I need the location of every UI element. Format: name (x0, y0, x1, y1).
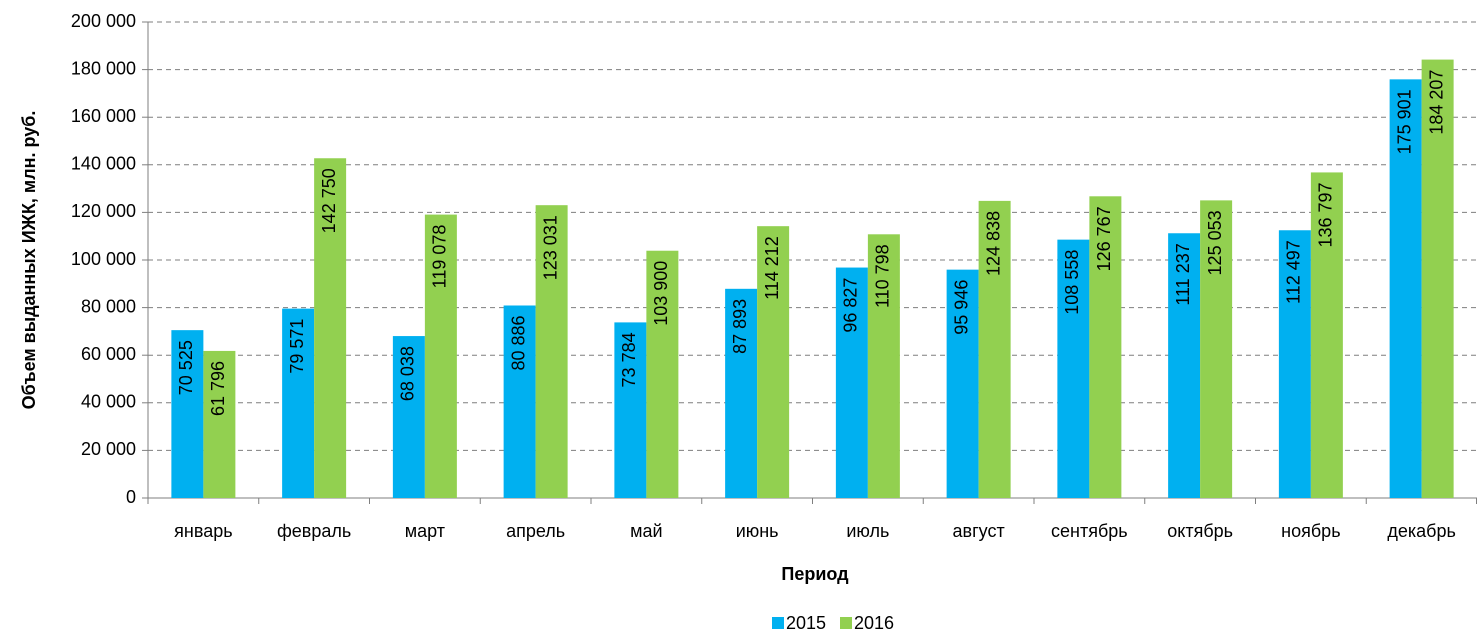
y-tick-label: 160 000 (71, 106, 136, 126)
y-axis-label: Объем выданных ИЖК, млн. руб. (19, 111, 39, 410)
value-label: 80 886 (508, 315, 528, 370)
value-label: 112 497 (1284, 240, 1304, 304)
bar (314, 158, 347, 498)
x-tick-label: август (953, 521, 1005, 541)
value-label: 108 558 (1062, 250, 1082, 315)
value-label: 79 571 (287, 319, 307, 374)
bar (725, 288, 758, 498)
bar (392, 336, 425, 498)
x-tick-label: январь (174, 521, 232, 541)
bar (646, 250, 679, 498)
value-label: 136 797 (1316, 182, 1336, 247)
x-tick-label: июль (846, 521, 889, 541)
bar (503, 305, 536, 498)
value-label: 110 798 (873, 244, 893, 308)
value-label: 125 053 (1205, 210, 1225, 275)
bar (1168, 233, 1201, 499)
x-tick-label: декабрь (1387, 521, 1456, 541)
y-tick-label: 20 000 (81, 439, 136, 459)
bar (1089, 196, 1122, 498)
bar (171, 330, 204, 498)
value-label: 61 796 (208, 361, 228, 416)
bar (1389, 79, 1422, 498)
value-label: 184 207 (1426, 70, 1446, 135)
value-label: 96 827 (841, 278, 861, 333)
bar (614, 322, 647, 498)
value-label: 142 750 (319, 168, 339, 233)
bar (867, 234, 900, 498)
x-tick-label: март (405, 521, 445, 541)
y-tick-label: 200 000 (71, 11, 136, 31)
legend-label: 2016 (854, 613, 894, 633)
legend-swatch (772, 617, 784, 629)
legend-swatch (840, 617, 852, 629)
bar (1200, 200, 1233, 499)
bar (1421, 59, 1454, 498)
bar (203, 350, 236, 498)
value-label: 111 237 (1173, 243, 1193, 305)
value-label: 119 078 (430, 225, 450, 289)
value-label: 124 838 (983, 211, 1003, 276)
x-tick-label: февраль (277, 521, 351, 541)
value-label: 175 901 (1394, 89, 1414, 154)
y-tick-label: 140 000 (71, 154, 136, 174)
x-axis-label: Период (781, 564, 849, 584)
value-label: 126 767 (1094, 206, 1114, 271)
y-tick-label: 80 000 (81, 296, 136, 316)
y-tick-label: 60 000 (81, 344, 136, 364)
x-tick-label: сентябрь (1051, 521, 1128, 541)
y-tick-label: 180 000 (71, 58, 136, 78)
y-tick-label: 40 000 (81, 392, 136, 412)
y-tick-label: 0 (126, 487, 136, 507)
value-label: 95 946 (951, 280, 971, 335)
legend-label: 2015 (786, 613, 826, 633)
y-tick-label: 120 000 (71, 201, 136, 221)
x-tick-label: октябрь (1167, 521, 1233, 541)
value-label: 68 038 (398, 346, 418, 401)
value-label: 87 893 (730, 299, 750, 354)
y-tick-label: 100 000 (71, 249, 136, 269)
bar (424, 214, 457, 498)
x-tick-label: июнь (736, 521, 779, 541)
value-label: 70 525 (176, 340, 196, 395)
x-tick-label: май (630, 521, 662, 541)
bar (835, 267, 868, 498)
value-label: 73 784 (619, 332, 639, 387)
bar (282, 308, 315, 498)
bar (1310, 172, 1343, 498)
bar (978, 200, 1011, 498)
bar (1278, 230, 1311, 498)
x-tick-label: апрель (506, 521, 565, 541)
value-label: 123 031 (540, 215, 560, 280)
bar (535, 205, 568, 498)
x-tick-label: ноябрь (1281, 521, 1340, 541)
value-label: 103 900 (651, 261, 671, 326)
bar (757, 226, 790, 498)
bar (1057, 239, 1090, 498)
value-label: 114 212 (762, 236, 782, 300)
bar (946, 269, 979, 498)
